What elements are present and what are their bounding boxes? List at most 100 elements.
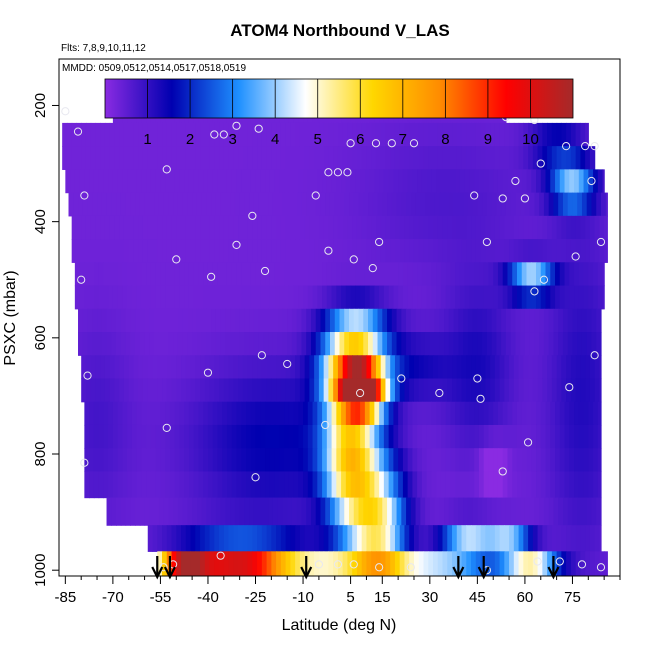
heatmap-cell [556,122,562,147]
heatmap-cell [483,169,490,194]
heatmap-cell [496,308,502,333]
heatmap-cell [334,332,341,356]
x-tick-label: -10 [292,589,314,606]
heatmap-cell [293,169,299,194]
heatmap-cell [274,262,280,287]
heatmap-cell [366,525,372,552]
heatmap-cell [233,239,239,263]
heatmap-cell [433,355,439,380]
heatmap-cell [238,239,244,263]
heatmap-cell [160,471,166,499]
heatmap-cell [371,215,377,240]
heatmap-cell [181,146,187,170]
heatmap-cell [201,332,207,356]
heatmap-cell [296,497,303,526]
heatmap-cell [131,262,138,287]
x-tick-label: -85 [54,589,76,606]
heatmap-cell [97,332,103,356]
heatmap-cell [418,378,425,403]
heatmap-cell [417,169,423,194]
heatmap-cell [558,497,564,526]
heatmap-cell [147,122,154,147]
heatmap-cell [417,401,423,426]
heatmap-cell [133,378,139,403]
heatmap-cell [526,401,532,426]
heatmap-cell [215,497,222,526]
heatmap-cell [494,122,501,147]
heatmap-cell [290,215,296,240]
heatmap-cell [407,401,413,426]
heatmap-cell [247,378,253,403]
heatmap-cell [89,262,95,287]
heatmap-cell [192,308,198,333]
heatmap-cell [406,497,412,526]
heatmap-cell [200,239,206,263]
heatmap-cell [341,169,347,194]
heatmap-cell [288,401,295,426]
heatmap-cell [158,332,165,356]
heatmap-cell [588,262,594,287]
heatmap-cell [482,192,488,217]
heatmap-cell [502,471,509,499]
heatmap-cell [182,308,188,333]
heatmap-cell [190,525,196,552]
heatmap-cell [485,239,491,263]
heatmap-cell [127,262,133,287]
heatmap-cell [528,122,534,147]
heatmap-cell [466,215,472,240]
heatmap-cell [317,401,323,426]
heatmap-cell [364,285,371,310]
heatmap-cell [455,401,461,426]
heatmap-cell [103,285,109,310]
heatmap-cell [387,308,393,333]
heatmap-cell [296,192,303,217]
heatmap-cell [583,448,589,473]
heatmap-cell [163,308,169,333]
heatmap-cell [452,215,458,240]
heatmap-cell [231,262,238,287]
heatmap-cell [436,401,442,426]
heatmap-cell [168,332,174,356]
heatmap-cell [509,239,515,263]
heatmap-cell [428,355,434,380]
heatmap-cell [377,497,383,526]
heatmap-cell [95,239,101,263]
sample-point [571,252,580,261]
heatmap-cell [363,497,369,526]
heatmap-cell [352,551,358,576]
heatmap-cell [266,146,272,170]
heatmap-cell [150,448,157,473]
heatmap-cell [241,262,247,287]
heatmap-cell [356,378,363,403]
heatmap-cell [204,355,211,380]
heatmap-cell [364,448,371,473]
heatmap-cell [174,169,181,194]
heatmap-cell [174,424,181,449]
heatmap-cell [353,332,360,356]
heatmap-cell [559,262,566,287]
heatmap-cell [242,239,249,263]
heatmap-cell [349,192,355,217]
heatmap-cell [593,471,599,499]
heatmap-cell [119,355,125,380]
heatmap-cell [204,122,211,147]
arrow-head [547,566,560,580]
heatmap-cell [528,525,534,552]
heatmap-cell [356,525,363,552]
heatmap-cell [548,192,555,217]
heatmap-cell [349,308,355,333]
heatmap-cell [284,285,290,310]
heatmap-cell [223,551,230,576]
heatmap-cell [298,448,304,473]
colorbar-tick-label: 9 [484,131,492,148]
heatmap-cell [597,401,602,426]
heatmap-cell [119,378,125,403]
heatmap-cell [559,285,566,310]
heatmap-cell [442,122,448,147]
heatmap-cell [265,448,271,473]
heatmap-cell [303,285,309,310]
heatmap-cell [352,525,358,552]
heatmap-cell [111,308,117,333]
heatmap-cell [177,308,184,333]
y-tick-label: 200 [32,93,49,118]
